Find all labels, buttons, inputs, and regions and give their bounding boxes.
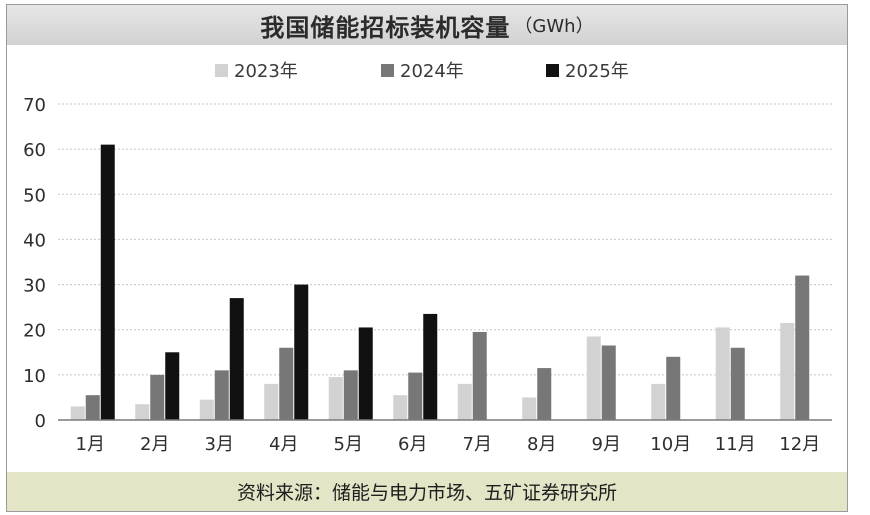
y-tick-label: 30 bbox=[23, 276, 46, 297]
bar bbox=[730, 347, 745, 420]
bar bbox=[85, 395, 100, 420]
y-tick-label: 20 bbox=[23, 321, 46, 342]
x-axis-ticks: 1月 2月 3月 4月 5月 6月 7月 8月 9月 10月 11月 12月 bbox=[76, 434, 821, 455]
bar bbox=[135, 404, 150, 420]
bar bbox=[279, 347, 294, 420]
x-tick-label: 8月 bbox=[527, 434, 556, 455]
bar bbox=[601, 345, 616, 420]
bar bbox=[651, 383, 666, 420]
bar bbox=[165, 352, 180, 420]
bar bbox=[100, 144, 115, 420]
bar bbox=[264, 383, 279, 420]
x-tick-label: 6月 bbox=[398, 434, 427, 455]
bar bbox=[214, 370, 229, 420]
bar bbox=[229, 298, 244, 420]
y-axis-ticks: 0 10 20 30 40 50 60 70 bbox=[23, 95, 46, 432]
bar bbox=[294, 284, 309, 420]
bar bbox=[343, 370, 358, 420]
x-tick-label: 1月 bbox=[76, 434, 105, 455]
bar bbox=[199, 399, 214, 420]
x-tick-label: 10月 bbox=[650, 434, 691, 455]
bar bbox=[537, 368, 552, 420]
bar bbox=[358, 327, 373, 420]
bar bbox=[423, 313, 438, 420]
bar bbox=[393, 395, 408, 420]
x-tick-label: 12月 bbox=[779, 434, 820, 455]
x-tick-label: 3月 bbox=[205, 434, 234, 455]
legend-swatch bbox=[546, 64, 559, 77]
legend: 2023年 2024年 2025年 bbox=[215, 61, 629, 82]
legend-label: 2024年 bbox=[400, 61, 464, 82]
bar bbox=[666, 356, 681, 420]
y-tick-label: 50 bbox=[23, 185, 46, 206]
x-tick-label: 9月 bbox=[592, 434, 621, 455]
bar bbox=[328, 377, 343, 420]
gridlines bbox=[58, 103, 832, 376]
x-tick-label: 2月 bbox=[140, 434, 169, 455]
bar bbox=[457, 383, 472, 420]
chart-frame bbox=[6, 4, 848, 512]
chart-title: 我国储能招标装机容量 bbox=[260, 13, 511, 42]
chart-title-bar: 我国储能招标装机容量 （GWh） bbox=[7, 5, 847, 45]
x-tick-label: 7月 bbox=[463, 434, 492, 455]
bar bbox=[522, 397, 537, 420]
y-tick-label: 10 bbox=[23, 366, 46, 387]
x-tick-label: 4月 bbox=[269, 434, 298, 455]
bar bbox=[150, 374, 165, 420]
bars bbox=[70, 144, 810, 420]
legend-swatch bbox=[381, 64, 394, 77]
y-tick-label: 70 bbox=[23, 95, 46, 116]
bar bbox=[408, 372, 423, 420]
bar bbox=[70, 406, 85, 420]
bar bbox=[715, 327, 730, 420]
legend-label: 2025年 bbox=[565, 61, 629, 82]
bar bbox=[795, 275, 810, 420]
bar bbox=[780, 322, 795, 420]
chart-unit: （GWh） bbox=[514, 16, 594, 37]
x-tick-label: 11月 bbox=[715, 434, 756, 455]
legend-swatch bbox=[215, 64, 228, 77]
y-tick-label: 60 bbox=[23, 140, 46, 161]
bar bbox=[586, 336, 601, 420]
x-tick-label: 5月 bbox=[334, 434, 363, 455]
y-tick-label: 40 bbox=[23, 230, 46, 251]
y-tick-label: 0 bbox=[35, 411, 46, 432]
legend-label: 2023年 bbox=[234, 61, 298, 82]
source-note: 资料来源：储能与电力市场、五矿证券研究所 bbox=[7, 472, 847, 511]
bar bbox=[472, 331, 487, 420]
